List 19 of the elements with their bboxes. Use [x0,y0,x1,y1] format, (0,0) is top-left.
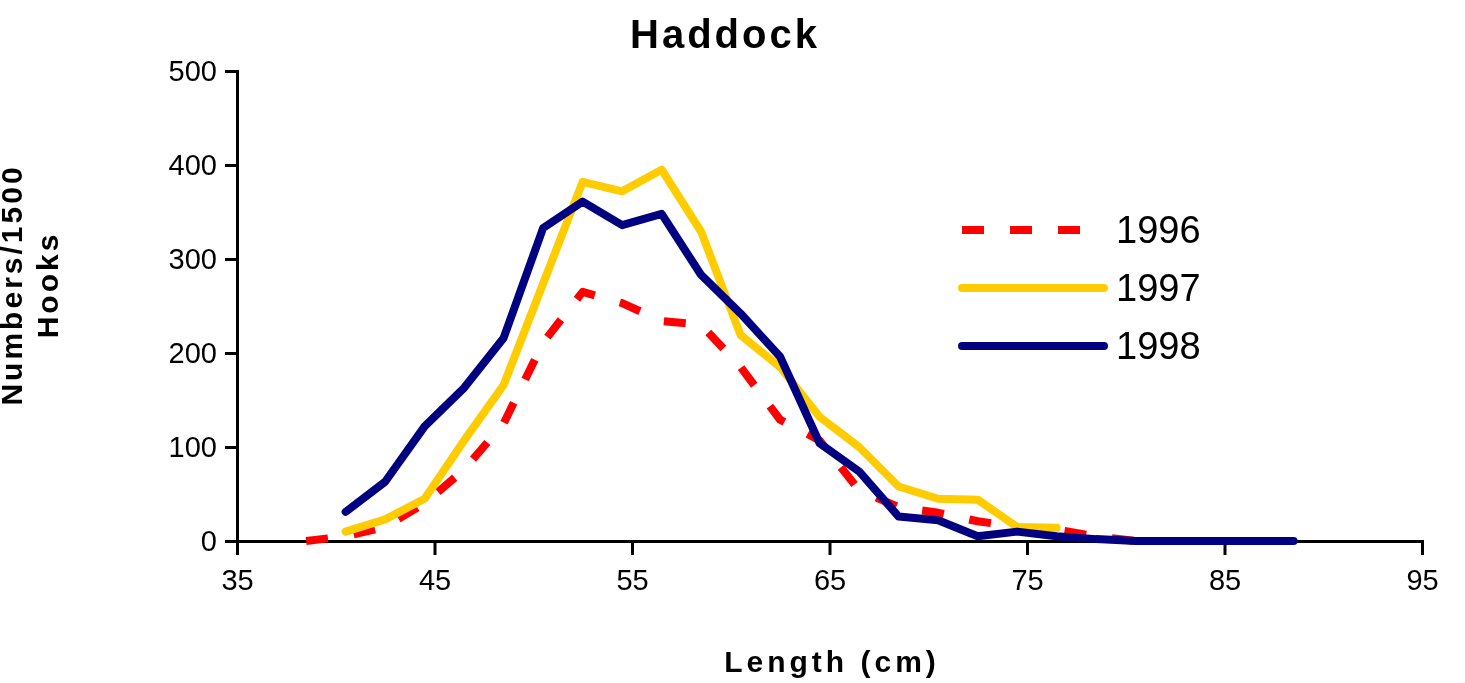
chart-title: Haddock [630,12,820,56]
x-tick-label: 85 [1208,563,1242,596]
x-axis-title: Length (cm) [724,645,940,678]
x-tick-label: 35 [221,563,254,596]
y-tick-label: 400 [168,148,217,181]
legend-label: 1997 [1116,267,1201,309]
x-tick-label: 75 [1011,563,1044,596]
x-tick-label: 55 [616,563,649,596]
y-tick-label: 0 [200,524,217,557]
legend-label: 1998 [1116,325,1201,367]
x-tick-label: 45 [418,563,452,596]
y-tick-label: 300 [168,242,217,275]
y-tick-label: 500 [168,54,217,87]
y-tick-label: 100 [168,430,217,463]
legend-label: 1996 [1116,209,1201,251]
x-tick-label: 65 [813,563,847,596]
y-tick-label: 200 [168,336,217,369]
x-tick-label: 95 [1406,563,1439,596]
y-axis-title: Numbers/1500 Hooks [0,164,64,406]
